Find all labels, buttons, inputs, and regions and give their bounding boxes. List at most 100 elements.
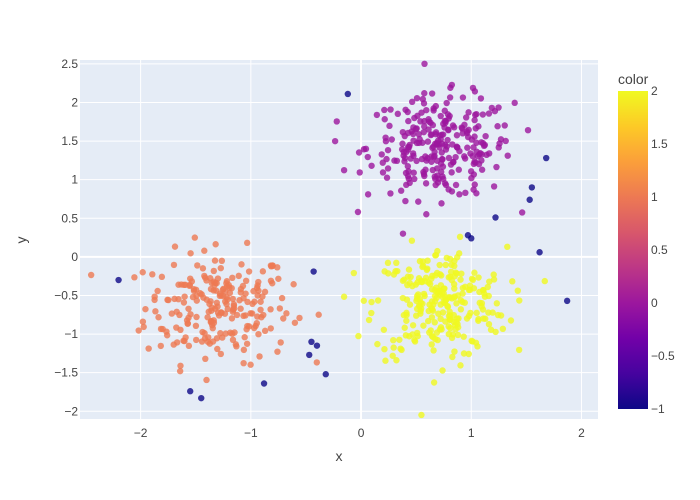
scatter-point [543, 154, 550, 162]
scatter-point [145, 345, 152, 352]
scatter-point [516, 297, 523, 304]
scatter-point [171, 243, 179, 250]
scatter-point [428, 90, 436, 97]
scatter-point [393, 157, 401, 165]
scatter-point [428, 341, 435, 348]
scatter-point [201, 330, 208, 337]
scatter-point [393, 357, 400, 364]
scatter-point [410, 152, 417, 160]
scatter-point [267, 306, 274, 313]
scatter-point [315, 311, 322, 318]
scatter-point [374, 340, 381, 348]
scatter-point [411, 175, 418, 183]
scatter-point [224, 305, 231, 313]
scatter-point [355, 332, 362, 340]
scatter-point [368, 309, 375, 317]
scatter-point [449, 141, 456, 148]
scatter-point [499, 325, 507, 332]
scatter-point [403, 317, 410, 324]
scatter-point [404, 129, 412, 137]
scatter-point [165, 296, 172, 304]
scatter-point [448, 169, 455, 176]
scatter-point [360, 146, 368, 153]
scatter-point [446, 308, 453, 315]
scatter-point [462, 189, 469, 196]
scatter-point [445, 154, 453, 162]
y-tick-label: −1.5 [54, 366, 78, 380]
scatter-point [397, 345, 404, 352]
scatter-point [232, 341, 240, 348]
scatter-point [390, 337, 397, 344]
scatter-point [430, 379, 438, 386]
plot-background [80, 60, 598, 419]
scatter-point [429, 333, 437, 341]
scatter-point [152, 308, 159, 315]
scatter-point [438, 200, 445, 207]
scatter-point [194, 262, 201, 269]
scatter-point [422, 180, 430, 187]
scatter-point [203, 376, 210, 384]
scatter-point [87, 271, 95, 279]
x-axis-label: x [336, 448, 343, 464]
scatter-point [350, 269, 358, 277]
scatter-point [410, 137, 417, 144]
scatter-point [419, 95, 427, 103]
scatter-point [237, 305, 244, 312]
scatter-point [223, 280, 230, 287]
scatter-point [456, 147, 463, 155]
scatter-point [434, 247, 441, 255]
scatter-point [475, 274, 482, 281]
scatter-point [217, 330, 224, 337]
scatter-point [192, 322, 200, 330]
scatter-point [217, 309, 225, 316]
scatter-point [151, 293, 158, 300]
scatter-point [410, 169, 417, 176]
scatter-point [479, 111, 487, 118]
scatter-point [199, 265, 207, 272]
scatter-point [217, 350, 225, 358]
scatter-point [478, 166, 486, 173]
scatter-point [451, 273, 458, 280]
scatter-point [142, 305, 149, 313]
scatter-point [449, 353, 456, 361]
x-tick-labels: −2 −1 0 1 2 [134, 426, 585, 440]
scatter-point [406, 301, 414, 308]
scatter-point [490, 271, 497, 278]
scatter-point [514, 287, 521, 294]
scatter-point [456, 233, 464, 241]
y-tick-label: −0.5 [54, 288, 78, 302]
scatter-point [243, 340, 251, 347]
scatter-point [208, 279, 215, 287]
scatter-point [457, 306, 465, 313]
scatter-point [458, 270, 465, 277]
scatter-point [235, 272, 242, 280]
scatter-point [473, 309, 480, 317]
scatter-point [476, 288, 483, 296]
scatter-point [187, 250, 194, 257]
scatter-point [189, 293, 197, 301]
scatter-point [158, 273, 166, 281]
scatter-point [468, 136, 475, 143]
scatter-point [173, 324, 180, 331]
x-tick-label: 0 [358, 426, 365, 440]
scatter-point [405, 117, 412, 125]
scatter-point [399, 140, 406, 147]
scatter-point [214, 303, 221, 310]
scatter-point [253, 284, 261, 292]
scatter-point [471, 116, 478, 124]
scatter-point [206, 340, 214, 347]
scatter-point [528, 184, 536, 191]
scatter-point [149, 271, 156, 278]
scatter-point [274, 348, 281, 355]
scatter-point [462, 114, 470, 121]
scatter-point [421, 172, 428, 180]
scatter-point [472, 125, 479, 132]
scatter-point [437, 112, 444, 120]
scatter-point [401, 324, 408, 331]
scatter-point [187, 388, 194, 395]
scatter-point [248, 310, 256, 317]
scatter-point [388, 136, 395, 143]
scatter-point [154, 287, 161, 295]
scatter-point [463, 315, 471, 322]
scatter-point [541, 277, 548, 285]
